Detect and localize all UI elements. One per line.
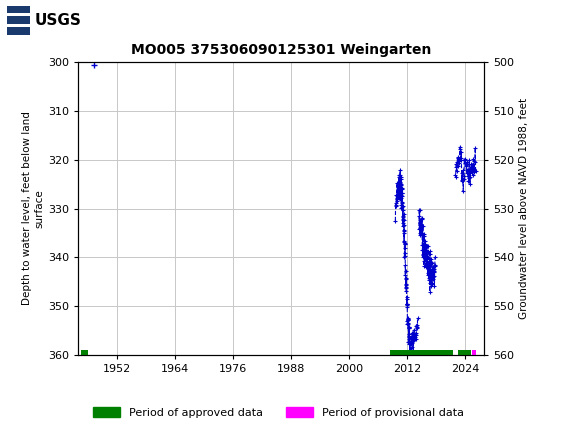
FancyBboxPatch shape <box>7 16 30 24</box>
Y-axis label: Depth to water level, feet below land
surface: Depth to water level, feet below land su… <box>23 112 44 305</box>
Legend: Period of approved data, Period of provisional data: Period of approved data, Period of provi… <box>88 402 469 422</box>
FancyBboxPatch shape <box>7 28 30 35</box>
Title: MO005 375306090125301 Weingarten: MO005 375306090125301 Weingarten <box>131 43 432 57</box>
FancyBboxPatch shape <box>7 6 30 13</box>
Text: USGS: USGS <box>35 13 82 28</box>
Y-axis label: Groundwater level above NAVD 1988, feet: Groundwater level above NAVD 1988, feet <box>519 98 528 319</box>
FancyBboxPatch shape <box>6 3 64 37</box>
